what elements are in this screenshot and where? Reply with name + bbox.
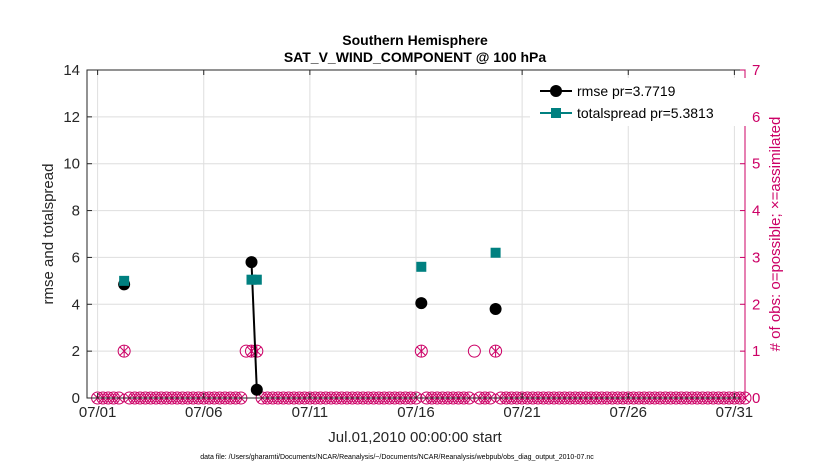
y-tick-label-left: 2 (72, 343, 80, 360)
rmse-point (250, 383, 263, 396)
legend: rmse pr=3.7719 totalspread pr=5.3813 (530, 78, 746, 126)
x-tick-label: 07/06 (185, 404, 223, 421)
x-tick-label: 07/26 (609, 404, 647, 421)
x-tick-label: 07/16 (397, 404, 435, 421)
ticks: 07/01 07/06 07/11 07/16 07/21 07/26 07/3102468… (63, 62, 760, 421)
chart-title-line-2: SAT_V_WIND_COMPONENT @ 100 hPa (284, 49, 547, 65)
legend-label-totalspread: totalspread pr=5.3813 (577, 105, 714, 121)
chart-title-line-1: Southern Hemisphere (342, 32, 488, 48)
y-tick-label-right: 0 (752, 390, 760, 407)
y-tick-label-left: 12 (63, 109, 80, 126)
totalspread-point (490, 247, 501, 258)
y-axis-label-left: rmse and totalspread (40, 164, 57, 305)
x-tick-label: 07/21 (503, 404, 541, 421)
y-tick-label-right: 6 (752, 109, 760, 126)
footnote: data file: /Users/gharamti/Documents/NCA… (200, 454, 594, 461)
y-tick-label-right: 5 (752, 156, 760, 173)
obs-assimilated-marker (416, 345, 427, 358)
y-tick-label-left: 4 (72, 296, 80, 313)
rmse-point (489, 302, 502, 315)
x-tick-label: 07/11 (292, 404, 328, 421)
x-tick-label: 07/31 (716, 404, 754, 421)
legend-item-totalspread: totalspread pr=5.3813 (540, 105, 714, 121)
obs-possible-marker (467, 344, 481, 358)
y-axis-label-right: # of obs: o=possible; ×=assimilated (767, 117, 784, 352)
y-tick-label-right: 4 (752, 203, 760, 220)
y-tick-label-left: 8 (72, 203, 80, 220)
obs-assimilated-marker (251, 345, 262, 358)
totalspread-point (119, 275, 130, 286)
rmse-point (415, 297, 428, 310)
totalspread-point (246, 274, 257, 285)
totalspread-point (251, 274, 262, 285)
y-tick-label-left: 6 (72, 249, 80, 266)
series (118, 247, 502, 396)
y-tick-label-left: 0 (72, 390, 80, 407)
x-tick-label: 07/01 (79, 404, 117, 421)
y-tick-label-left: 14 (63, 62, 80, 79)
y-tick-label-right: 1 (752, 343, 760, 360)
totalspread-point (416, 261, 427, 272)
obs-assimilated-marker (119, 345, 129, 358)
legend-item-rmse: rmse pr=3.7719 (540, 83, 676, 99)
series-totalspread (119, 247, 501, 286)
obs-assimilated-marker (490, 345, 501, 358)
rmse-point (245, 256, 258, 269)
y-tick-label-left: 10 (63, 156, 80, 173)
y-tick-label-right: 7 (752, 62, 760, 79)
y-tick-label-right: 2 (752, 296, 760, 313)
y-tick-label-right: 3 (752, 249, 760, 266)
x-axis-label: Jul.01,2010 00:00:00 start (328, 429, 502, 446)
legend-label-rmse: rmse pr=3.7719 (577, 83, 676, 99)
